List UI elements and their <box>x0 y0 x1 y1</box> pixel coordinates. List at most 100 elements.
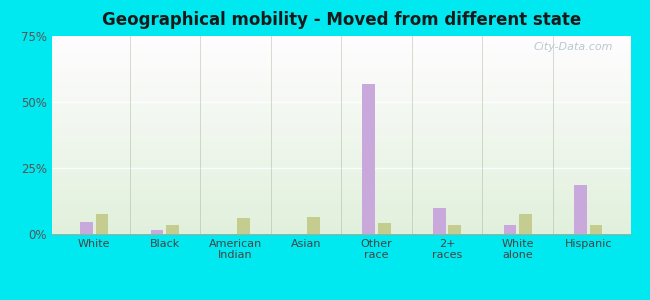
Bar <box>52 57 630 58</box>
Bar <box>52 41 630 42</box>
Bar <box>52 206 630 207</box>
Bar <box>52 153 630 154</box>
Bar <box>52 122 630 123</box>
Bar <box>52 202 630 203</box>
Bar <box>52 138 630 139</box>
Bar <box>52 151 630 152</box>
Bar <box>52 210 630 211</box>
Bar <box>151 230 163 234</box>
Bar <box>52 160 630 161</box>
Bar <box>52 92 630 93</box>
Bar <box>52 196 630 197</box>
Bar <box>52 203 630 204</box>
Bar <box>52 132 630 133</box>
Bar <box>52 152 630 153</box>
Bar <box>52 227 630 228</box>
Bar <box>52 70 630 71</box>
Bar <box>52 70 630 72</box>
Bar <box>52 154 630 155</box>
Bar <box>52 145 630 146</box>
Bar <box>52 201 630 202</box>
Bar <box>52 176 630 177</box>
Bar <box>52 135 630 136</box>
Bar <box>52 127 630 128</box>
Bar <box>52 157 630 158</box>
Bar <box>52 198 630 200</box>
Bar <box>52 185 630 187</box>
Bar <box>52 66 630 67</box>
Bar <box>80 222 93 234</box>
Bar <box>52 150 630 151</box>
Bar <box>52 179 630 181</box>
Bar <box>52 194 630 195</box>
Bar <box>52 116 630 117</box>
Bar <box>52 131 630 132</box>
Bar <box>52 164 630 165</box>
Bar <box>52 95 630 96</box>
Bar <box>52 158 630 159</box>
Bar <box>52 144 630 145</box>
Bar <box>448 225 461 234</box>
Bar <box>52 219 630 220</box>
Bar <box>52 128 630 129</box>
Bar <box>52 104 630 105</box>
Bar <box>52 60 630 61</box>
Bar <box>52 69 630 70</box>
Bar <box>52 90 630 92</box>
Bar <box>52 37 630 38</box>
Bar <box>52 165 630 166</box>
Bar <box>52 117 630 118</box>
Bar <box>52 133 630 134</box>
Bar <box>52 130 630 131</box>
Bar <box>52 142 630 143</box>
Bar <box>52 129 630 130</box>
Bar <box>52 68 630 69</box>
Bar <box>52 184 630 185</box>
Bar <box>52 64 630 65</box>
Bar <box>52 212 630 213</box>
Bar <box>52 45 630 46</box>
Bar <box>52 50 630 51</box>
Bar <box>52 112 630 113</box>
Bar <box>52 124 630 125</box>
Bar <box>52 36 630 37</box>
Bar <box>52 171 630 172</box>
Bar <box>52 187 630 188</box>
Bar <box>52 143 630 144</box>
Bar <box>52 163 630 164</box>
Bar <box>52 172 630 174</box>
Bar <box>52 225 630 226</box>
Bar <box>52 83 630 85</box>
Bar <box>52 107 630 108</box>
Bar <box>52 211 630 212</box>
Bar <box>52 228 630 229</box>
Bar <box>52 231 630 232</box>
Bar <box>52 52 630 53</box>
Bar <box>52 232 630 233</box>
Bar <box>52 54 630 55</box>
Bar <box>52 103 630 104</box>
Bar <box>52 75 630 76</box>
Bar <box>52 191 630 192</box>
Bar <box>166 225 179 234</box>
Bar <box>52 167 630 168</box>
Bar <box>52 156 630 157</box>
Bar <box>52 80 630 82</box>
Bar <box>52 113 630 114</box>
Bar <box>504 225 516 234</box>
Bar <box>52 82 630 83</box>
Bar <box>52 94 630 95</box>
Bar <box>433 208 446 234</box>
Bar <box>52 146 630 147</box>
Bar <box>52 224 630 225</box>
Bar <box>52 44 630 45</box>
Bar <box>52 190 630 191</box>
Bar <box>52 195 630 196</box>
Bar <box>52 199 630 200</box>
Bar <box>52 58 630 59</box>
Bar <box>52 38 630 39</box>
Bar <box>52 147 630 148</box>
Bar <box>52 42 630 43</box>
Bar <box>590 225 603 234</box>
Bar <box>52 46 630 47</box>
